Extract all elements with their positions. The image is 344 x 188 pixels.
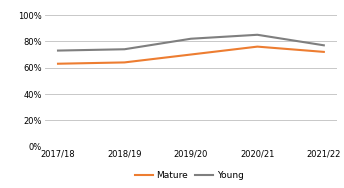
Legend: Mature, Young: Mature, Young — [131, 167, 247, 183]
